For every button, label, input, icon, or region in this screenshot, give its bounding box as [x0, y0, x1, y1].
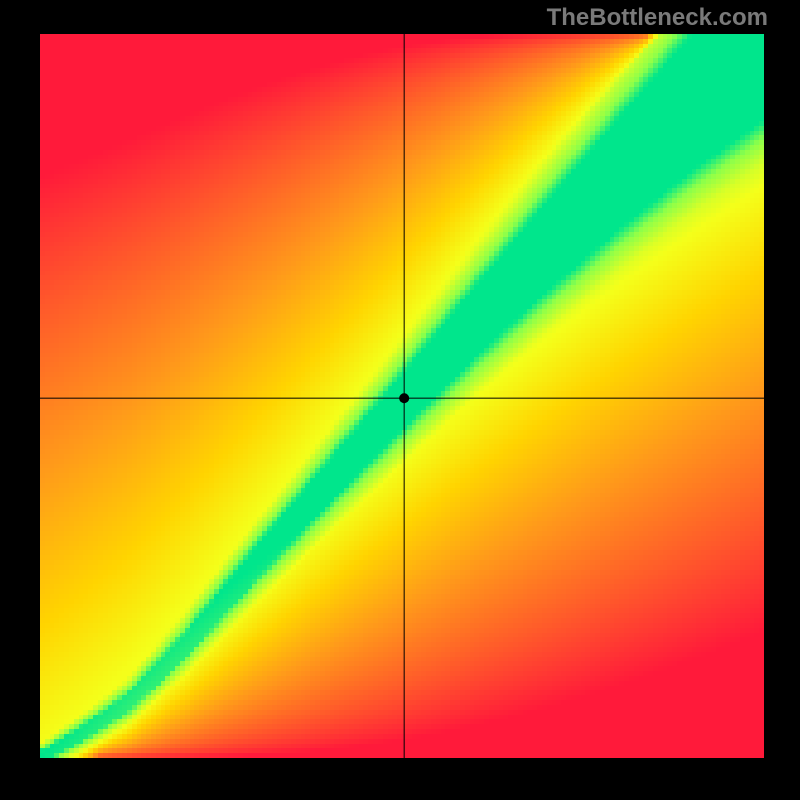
- root: TheBottleneck.com: [0, 0, 800, 800]
- bottleneck-heatmap: [0, 0, 800, 800]
- watermark-label: TheBottleneck.com: [547, 4, 768, 32]
